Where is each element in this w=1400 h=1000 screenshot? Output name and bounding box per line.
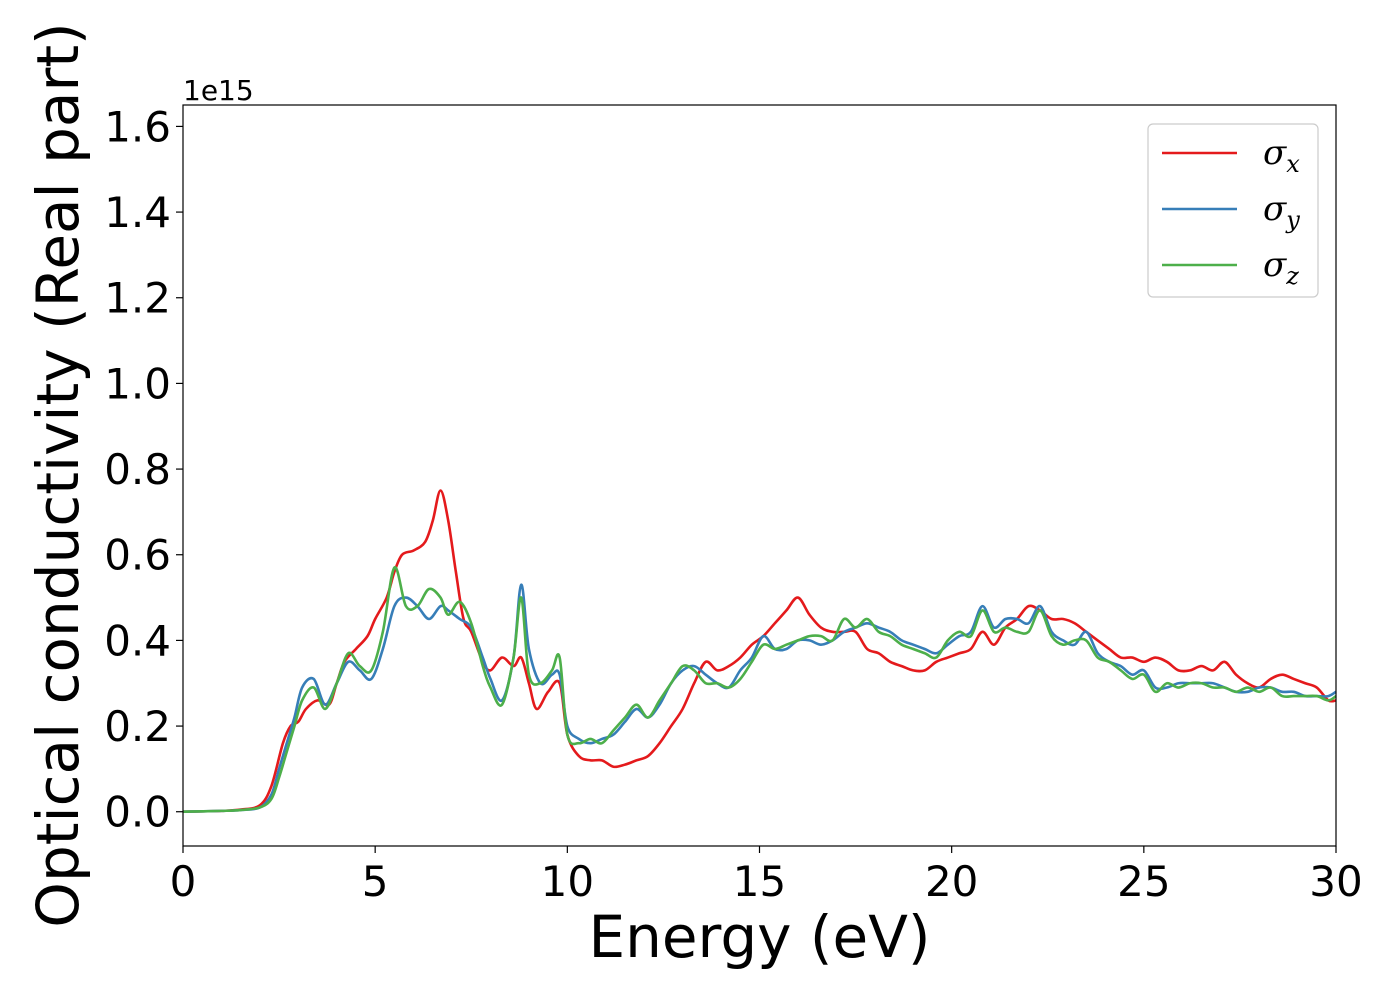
x-tick-label: 10 bbox=[541, 857, 594, 906]
y-tick-label: 1.2 bbox=[104, 274, 171, 323]
y-axis-label: Optical conductivity (Real part) bbox=[24, 22, 92, 927]
x-tick-label: 25 bbox=[1117, 857, 1170, 906]
y-axis: 0.0 0.2 0.4 0.6 0.8 1.0 1.2 1.4 1.6 bbox=[104, 102, 183, 837]
series-line-z bbox=[182, 566, 1337, 814]
y-tick-label: 0.0 bbox=[104, 788, 171, 837]
x-tick-label: 0 bbox=[170, 857, 197, 906]
legend-label-x: σx bbox=[1263, 133, 1300, 178]
x-tick-label: 5 bbox=[362, 857, 389, 906]
x-axis-label: Energy (eV) bbox=[588, 903, 930, 971]
legend: σx σy σz bbox=[1147, 123, 1319, 298]
series-line-x bbox=[182, 489, 1337, 814]
y-tick-label: 0.8 bbox=[104, 445, 171, 494]
y-offset-label: 1e15 bbox=[183, 74, 254, 107]
legend-box bbox=[1147, 123, 1319, 298]
y-tick-label: 0.2 bbox=[104, 702, 171, 751]
y-tick-label: 0.6 bbox=[104, 531, 171, 580]
y-tick-label: 1.0 bbox=[104, 359, 171, 408]
x-tick-label: 20 bbox=[925, 857, 978, 906]
plot-background bbox=[183, 105, 1336, 846]
y-tick-label: 1.6 bbox=[104, 102, 171, 151]
legend-label-y: σy bbox=[1263, 189, 1300, 234]
x-tick-label: 30 bbox=[1309, 857, 1362, 906]
series-layer bbox=[182, 489, 1337, 814]
x-axis: 0 5 10 15 20 25 30 bbox=[170, 846, 1363, 906]
y-tick-label: 1.4 bbox=[104, 188, 171, 237]
legend-label-z: σz bbox=[1263, 245, 1299, 290]
y-tick-label: 0.4 bbox=[104, 616, 171, 665]
x-tick-label: 15 bbox=[733, 857, 786, 906]
